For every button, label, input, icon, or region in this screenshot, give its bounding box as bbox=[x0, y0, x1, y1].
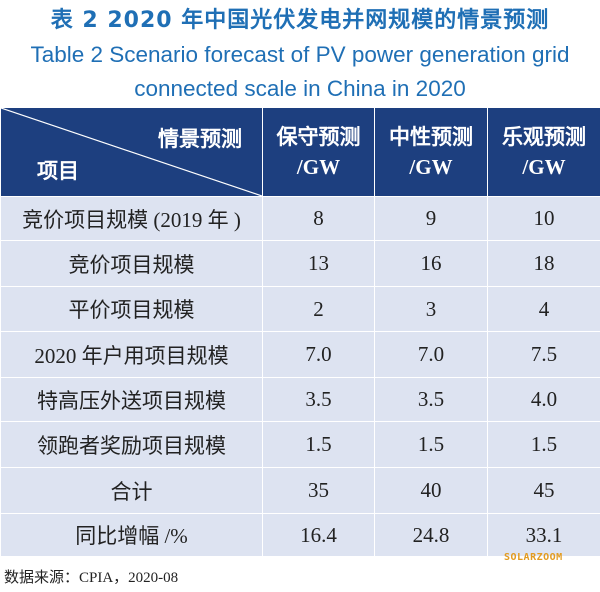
value-conservative: 16.4 bbox=[262, 513, 375, 557]
value-optimistic: 33.1 bbox=[487, 513, 600, 557]
table-row: 领跑者奖励项目规模 1.5 1.5 1.5 bbox=[0, 421, 600, 468]
value-neutral: 40 bbox=[374, 467, 488, 514]
table-header-row: 情景预测 项目 保守预测 /GW 中性预测 /GW 乐观预测 /GW bbox=[0, 107, 600, 197]
value-conservative: 1.5 bbox=[262, 421, 375, 468]
value-conservative: 3.5 bbox=[262, 377, 375, 422]
table-row: 竞价项目规模 (2019 年 ) 8 9 10 bbox=[0, 196, 600, 241]
value-optimistic: 18 bbox=[487, 240, 600, 287]
value-conservative: 2 bbox=[262, 286, 375, 332]
header-conservative-unit: /GW bbox=[296, 155, 341, 179]
value-conservative: 7.0 bbox=[262, 331, 375, 378]
row-label: 竞价项目规模 (2019 年 ) bbox=[0, 196, 263, 241]
data-source-note: 数据来源：CPIA，2020-08 bbox=[4, 570, 179, 586]
row-label: 合计 bbox=[0, 467, 263, 514]
table-title-english-line1: Table 2 Scenario forecast of PV power ge… bbox=[30, 42, 570, 67]
corner-diagonal-line bbox=[1, 108, 262, 196]
header-optimistic-unit: /GW bbox=[522, 155, 566, 179]
value-neutral: 9 bbox=[374, 196, 488, 241]
table-title-english: Table 2 Scenario forecast of PV power ge… bbox=[0, 38, 600, 106]
table-row: 特高压外送项目规模 3.5 3.5 4.0 bbox=[0, 377, 600, 422]
value-optimistic: 1.5 bbox=[487, 421, 600, 468]
value-neutral: 16 bbox=[374, 240, 488, 287]
value-optimistic: 4.0 bbox=[487, 377, 600, 422]
value-optimistic: 45 bbox=[487, 467, 600, 514]
table-row: 平价项目规模 2 3 4 bbox=[0, 286, 600, 332]
value-neutral: 3 bbox=[374, 286, 488, 332]
table-row: 竞价项目规模 13 16 18 bbox=[0, 240, 600, 287]
solarzoom-watermark: SOLARZOOM bbox=[504, 552, 563, 563]
value-neutral: 7.0 bbox=[374, 331, 488, 378]
table-row-total: 合计 35 40 45 bbox=[0, 467, 600, 514]
header-corner-cell: 情景预测 项目 bbox=[0, 107, 263, 197]
value-optimistic: 10 bbox=[487, 196, 600, 241]
header-conservative-label: 保守预测 bbox=[276, 125, 361, 149]
header-neutral-unit: /GW bbox=[409, 155, 453, 179]
header-neutral-forecast: 中性预测 /GW bbox=[374, 107, 488, 197]
row-label: 竞价项目规模 bbox=[0, 240, 263, 287]
value-neutral: 24.8 bbox=[374, 513, 488, 557]
table-title-english-line2: connected scale in China in 2020 bbox=[134, 76, 466, 101]
value-neutral: 3.5 bbox=[374, 377, 488, 422]
table-row: 2020 年户用项目规模 7.0 7.0 7.5 bbox=[0, 331, 600, 378]
header-neutral-label: 中性预测 bbox=[389, 125, 473, 149]
header-conservative-forecast: 保守预测 /GW bbox=[262, 107, 375, 197]
row-label: 2020 年户用项目规模 bbox=[0, 331, 263, 378]
table-title-chinese: 表 2 2020 年中国光伏发电并网规模的情景预测 bbox=[50, 8, 550, 33]
row-label: 特高压外送项目规模 bbox=[0, 377, 263, 422]
value-conservative: 13 bbox=[262, 240, 375, 287]
row-label: 同比增幅 /% bbox=[0, 513, 263, 557]
row-label: 领跑者奖励项目规模 bbox=[0, 421, 263, 468]
header-optimistic-forecast: 乐观预测 /GW bbox=[487, 107, 600, 197]
header-item-label: 项目 bbox=[37, 159, 79, 183]
table-row-growth: 同比增幅 /% 16.4 24.8 33.1 bbox=[0, 513, 600, 557]
value-optimistic: 7.5 bbox=[487, 331, 600, 378]
scenario-forecast-table: 情景预测 项目 保守预测 /GW 中性预测 /GW 乐观预测 /GW 竞价项目规… bbox=[0, 107, 600, 557]
value-conservative: 35 bbox=[262, 467, 375, 514]
value-optimistic: 4 bbox=[487, 286, 600, 332]
header-scenario-label: 情景预测 bbox=[158, 127, 242, 151]
row-label: 平价项目规模 bbox=[0, 286, 263, 332]
value-conservative: 8 bbox=[262, 196, 375, 241]
value-neutral: 1.5 bbox=[374, 421, 488, 468]
header-optimistic-label: 乐观预测 bbox=[502, 125, 586, 149]
